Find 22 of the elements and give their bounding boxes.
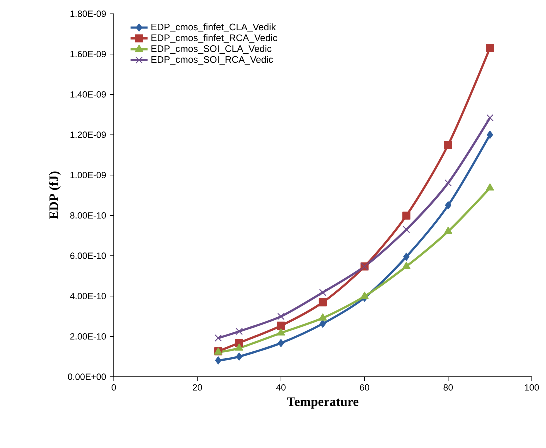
legend-label: EDP_cmos_SOI_RCA_Vedic: [152, 56, 274, 65]
y-tick-label: 2.00E-10: [70, 333, 106, 340]
y-tick-label: 1.00E-09: [70, 172, 106, 178]
legend-label: EDP_cmos_finfet_CLA_Vedik: [152, 24, 276, 32]
legend-label: EDP_cmos_finfet_RCA_Vedic: [152, 34, 278, 44]
x-tick-label: 100: [525, 384, 540, 391]
x-tick-label: 60: [360, 384, 370, 391]
legend-label: EDP_cmos_SOI_CLA_Vedic: [152, 45, 272, 54]
x-tick-label: 20: [193, 384, 202, 391]
y-tick-label: 1.80E-09: [70, 10, 106, 18]
y-tick-label: 6.00E-10: [70, 252, 106, 260]
y-tick-label: 0.00E+00: [68, 374, 106, 380]
y-tick-label: 4.00E-10: [70, 293, 106, 300]
x-tick-label: 0: [112, 384, 116, 391]
x-tick-label: 40: [276, 384, 286, 391]
y-tick-label: 8.00E-10: [70, 212, 106, 219]
y-tick-label: 1.40E-09: [70, 91, 106, 98]
x-axis-title: Temperature: [287, 398, 359, 409]
x-tick-label: 80: [444, 384, 454, 391]
y-tick-label: 1.60E-09: [70, 51, 106, 58]
y-tick-label: 1.20E-09: [70, 132, 106, 138]
y-axis-title: EDP (fJ): [49, 172, 61, 220]
